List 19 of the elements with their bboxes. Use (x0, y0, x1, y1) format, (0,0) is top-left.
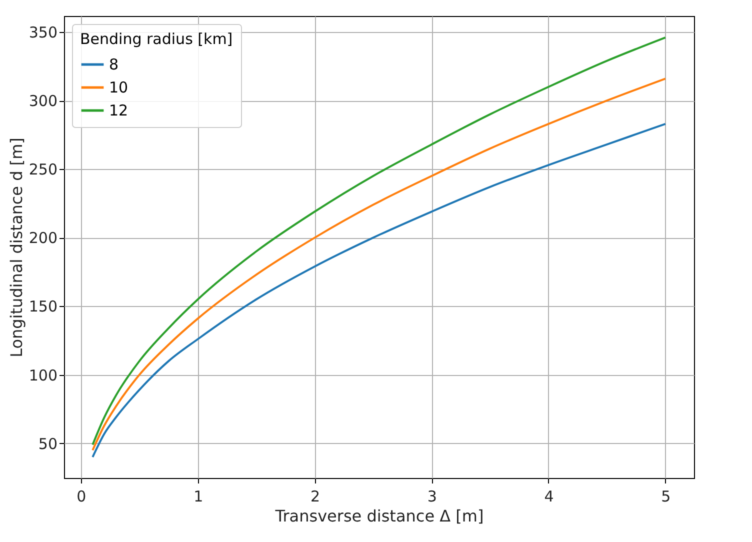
y-axis-title: Longitudinal distance d [m] (6, 138, 26, 358)
x-axis-title: Transverse distance Δ [m] (274, 506, 484, 526)
x-tick-label: 2 (310, 488, 320, 506)
x-tick-label: 5 (661, 488, 671, 506)
y-tick-label: 50 (38, 434, 58, 453)
y-tick-label: 150 (28, 298, 58, 316)
legend-label: 12 (109, 102, 128, 120)
y-tick-label: 200 (28, 229, 58, 248)
y-tick-label: 250 (28, 160, 58, 179)
x-tick-label: 3 (427, 488, 437, 506)
y-tick-label: 350 (28, 24, 58, 42)
y-tick-label: 100 (28, 366, 58, 384)
legend-label: 10 (109, 78, 128, 96)
legend-label: 8 (109, 56, 119, 74)
x-tick-label: 1 (194, 488, 204, 506)
x-tick-label: 0 (76, 488, 86, 506)
y-tick-label: 300 (28, 92, 58, 110)
legend-title: Bending radius [km] (80, 30, 233, 48)
x-tick-label: 4 (544, 488, 554, 506)
